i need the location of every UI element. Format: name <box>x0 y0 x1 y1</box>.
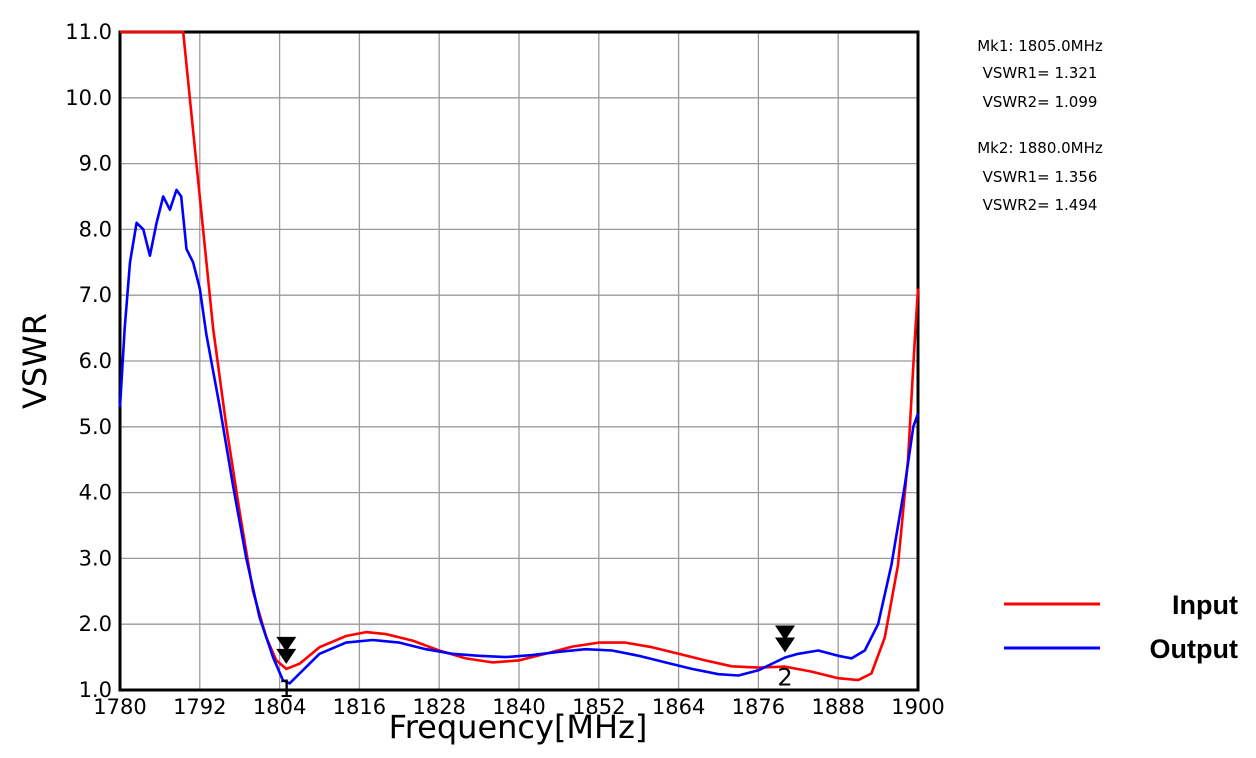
x-tick-label: 1780 <box>93 695 146 719</box>
marker-1-triangle-top <box>276 636 297 652</box>
x-tick-label: 1900 <box>891 695 944 719</box>
marker-1-triangle-bottom <box>276 648 297 664</box>
plot-frame <box>118 30 920 692</box>
marker-1-label: 1 <box>279 675 294 703</box>
y-tick-label: 5.0 <box>79 415 112 439</box>
y-tick-label: 6.0 <box>79 349 112 373</box>
x-tick-label: 1852 <box>572 695 625 719</box>
legend: Input Output <box>1004 590 1238 664</box>
marker-1: 1 <box>276 636 297 703</box>
series-line-output <box>118 188 920 685</box>
marker-2-label: 2 <box>777 663 792 691</box>
y-tick-label: 1.0 <box>79 678 112 702</box>
mk1-freq: Mk1: 1805.0MHz <box>977 37 1103 55</box>
y-tick-labels: 1.0 2.0 3.0 4.0 5.0 6.0 7.0 8.0 9.0 10.0 11.0 <box>65 20 112 702</box>
x-tick-label: 1816 <box>333 695 386 719</box>
y-tick-label: 9.0 <box>79 152 112 176</box>
x-tick-label: 1840 <box>492 695 545 719</box>
marker-readout-2: Mk2: 1880.0MHz VSWR1= 1.356 VSWR2= 1.494 <box>977 139 1103 214</box>
marker-readout-1: Mk1: 1805.0MHz VSWR1= 1.321 VSWR2= 1.099 <box>977 37 1103 111</box>
marker-2-triangle-top <box>775 625 795 641</box>
x-tick-label: 1888 <box>811 695 864 719</box>
grid <box>120 32 918 690</box>
marker-2-triangle-bottom <box>775 637 795 653</box>
legend-label-input: Input <box>1172 590 1238 620</box>
x-tick-label: 1864 <box>652 695 705 719</box>
mk2-vswr2: VSWR2= 1.494 <box>983 196 1098 214</box>
x-tick-label: 1876 <box>732 695 785 719</box>
x-axis-title: Frequency[MHz] <box>389 708 648 746</box>
y-tick-label: 11.0 <box>65 20 112 44</box>
y-axis-title: VSWR <box>16 313 54 409</box>
mk1-vswr1: VSWR1= 1.321 <box>983 64 1098 82</box>
y-tick-label: 3.0 <box>79 546 112 570</box>
series-lines <box>118 30 920 685</box>
mk2-vswr1: VSWR1= 1.356 <box>983 168 1098 186</box>
legend-label-output: Output <box>1150 634 1238 664</box>
y-tick-label: 2.0 <box>79 612 112 636</box>
x-tick-labels: 1780 1792 1804 1816 1828 1840 1852 1864 1876 1888… <box>93 695 944 719</box>
x-tick-label: 1792 <box>173 695 226 719</box>
y-tick-label: 7.0 <box>79 283 112 307</box>
mk2-freq: Mk2: 1880.0MHz <box>977 139 1103 157</box>
x-tick-label: 1804 <box>253 695 306 719</box>
mk1-vswr2: VSWR2= 1.099 <box>983 93 1098 111</box>
y-tick-label: 4.0 <box>79 481 112 505</box>
y-tick-label: 10.0 <box>65 86 112 110</box>
y-tick-label: 8.0 <box>79 217 112 241</box>
marker-2: 2 <box>775 625 795 691</box>
x-tick-label: 1828 <box>412 695 465 719</box>
